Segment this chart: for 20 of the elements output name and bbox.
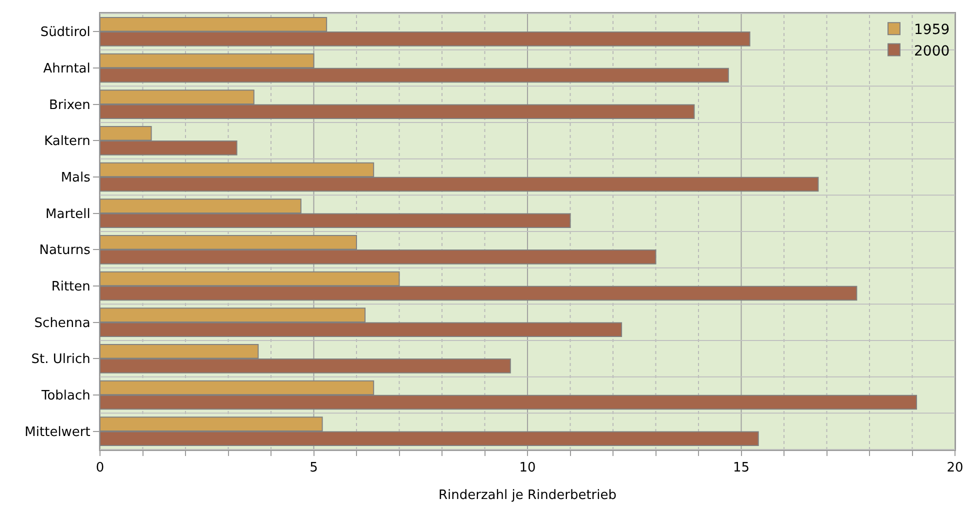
y-tick-label: Schenna [34, 316, 90, 331]
legend-label: 2000 [914, 43, 950, 60]
x-tick-label: 10 [519, 460, 536, 476]
legend-label: 1959 [914, 22, 950, 38]
y-tick-label: Südtirol [40, 25, 90, 40]
y-tick-label: Kaltern [44, 134, 90, 150]
y-tick-label: Mals [60, 170, 91, 186]
y-tick-label: St. Ulrich [31, 352, 90, 368]
x-tick-label: 20 [946, 460, 964, 476]
x-tick-label: 0 [96, 460, 104, 476]
y-tick-label: Ahrntal [43, 62, 90, 77]
y-tick-label: Martell [46, 206, 90, 222]
x-axis-title: Rinderzahl je Rinderbetrieb [438, 488, 617, 504]
y-tick-label: Mittelwert [24, 424, 90, 440]
y-tick-label: Naturns [39, 243, 91, 258]
y-tick-label: Toblach [40, 388, 90, 404]
x-tick-label: 15 [732, 460, 750, 476]
y-tick-label: Brixen [48, 98, 90, 113]
y-tick-label: Ritten [51, 280, 90, 295]
x-tick-label: 5 [310, 460, 318, 476]
